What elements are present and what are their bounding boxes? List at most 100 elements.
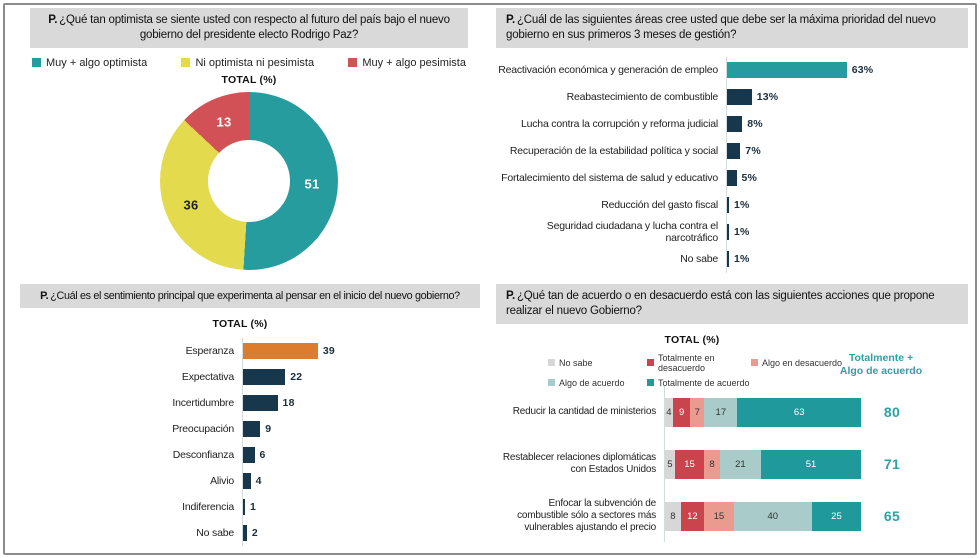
donut-value-neutral: 36 xyxy=(183,197,199,213)
legend-label: Ni optimista ni pesimista xyxy=(195,56,315,69)
stacked-row-label: Reducir la cantidad de ministerios xyxy=(512,406,656,417)
bar-value: 4 xyxy=(255,475,262,488)
bar-row: Reabastecimiento de combustible 13% xyxy=(496,83,968,111)
stacked-bar: 8 12 15 40 25 xyxy=(665,501,861,531)
donut-chart: 51 36 13 xyxy=(160,91,338,270)
bar-label: Alivio xyxy=(210,475,234,487)
stacked-row: Enfocar la subvención de combustible sól… xyxy=(496,490,968,542)
bar-value: 1% xyxy=(734,253,750,266)
total-label: TOTAL (%) xyxy=(212,318,268,331)
bar-area: 8% xyxy=(726,110,968,138)
bar xyxy=(727,224,729,241)
bar-value: 9 xyxy=(265,423,272,436)
sentiment-bar-chart: Esperanza 39 Expectativa 22 Incertidumbre 18 P… xyxy=(14,338,486,547)
legend-swatch-icon xyxy=(548,379,555,387)
legend-item: Ni optimista ni pesimista xyxy=(181,57,314,69)
bar-row: Recuperación de la estabilidad política … xyxy=(496,137,968,165)
bar-label: No sabe xyxy=(680,253,718,266)
bar-label: Indiferencia xyxy=(182,501,234,513)
bar-row: Reactivación económica y generación de e… xyxy=(496,56,968,84)
bar-row: No sabe 1% xyxy=(496,245,968,273)
stacked-segment: 51 xyxy=(761,449,861,479)
panel-optimism: P. ¿Qué tan optimista se siente usted con… xyxy=(18,8,480,280)
bar-label: Reactivación económica y generación de e… xyxy=(498,64,718,77)
bar-label: Incertidumbre xyxy=(172,397,234,409)
bar-label: No sabe xyxy=(196,527,234,539)
stacked-segment: 15 xyxy=(704,501,734,531)
bar-row: Alivio 4 xyxy=(14,468,486,495)
priorities-bar-chart: Reactivación económica y generación de e… xyxy=(496,56,968,273)
stacked-legend: No sabe Totalmente en desacuerdo Algo en d… xyxy=(548,353,968,388)
bar-label: Esperanza xyxy=(185,345,235,357)
question-prefix: P. xyxy=(40,290,49,302)
stacked-segment: 7 xyxy=(690,397,705,427)
stacked-bar-area: 8 12 15 40 25 xyxy=(664,490,862,542)
legend-label: Muy + algo optimista xyxy=(46,56,148,69)
stacked-bar-chart: Reducir la cantidad de ministerios 4 9 7 17 6… xyxy=(496,386,968,542)
total-label: TOTAL (%) xyxy=(664,333,720,346)
legend-label: No sabe xyxy=(559,357,593,368)
question-prefix: P. xyxy=(506,14,515,26)
bar xyxy=(243,499,245,516)
bar xyxy=(727,170,737,187)
bar-row: Preocupación 9 xyxy=(14,416,486,443)
stacked-segment: 12 xyxy=(680,501,705,531)
bar-row: Desconfianza 6 xyxy=(14,442,486,469)
bar-value: 1 xyxy=(250,501,257,514)
panel-priorities: P. ¿Cuál de las siguientes áreas cree ust… xyxy=(496,8,968,280)
bar-area: 9 xyxy=(242,416,486,443)
legend-item: Totalmente en desacuerdo xyxy=(647,353,751,373)
stacked-segment: 8 xyxy=(704,449,720,479)
bar-value: 13% xyxy=(756,91,779,104)
bar-label: Desconfianza xyxy=(172,449,234,461)
stacked-bar-area: 5 15 8 21 51 xyxy=(664,438,862,490)
bar-row: Esperanza 39 xyxy=(14,338,486,365)
bar-area: 1% xyxy=(726,191,968,219)
bar xyxy=(243,395,278,412)
question-prefix: P. xyxy=(506,290,515,302)
bar xyxy=(727,116,743,133)
bar xyxy=(243,369,286,386)
bar-area: 63% xyxy=(726,56,968,84)
bar-value: 1% xyxy=(734,199,750,212)
bar-label: Recuperación de la estabilidad política … xyxy=(509,145,718,158)
bar-value: 6 xyxy=(259,449,266,462)
bar xyxy=(727,143,741,160)
bar-value: 1% xyxy=(734,226,750,239)
bar-row: Reducción del gasto fiscal 1% xyxy=(496,191,968,219)
bar-area: 6 xyxy=(242,442,486,469)
bar-label: Expectativa xyxy=(181,371,234,383)
legend-swatch-icon xyxy=(181,58,191,68)
bar-label: Lucha contra la corrupción y reforma jud… xyxy=(520,118,718,131)
legend-item: Algo en desacuerdo xyxy=(751,353,968,373)
question-text: ¿Cuál de las siguientes áreas cree usted… xyxy=(506,14,936,41)
bar-value: 39 xyxy=(322,345,335,358)
stacked-segment: 8 xyxy=(665,501,681,531)
bar-value: 63% xyxy=(851,64,874,77)
legend-swatch-icon xyxy=(647,359,654,367)
stacked-segment: 5 xyxy=(665,449,675,479)
bar xyxy=(243,447,255,464)
bar-area: 5% xyxy=(726,164,968,192)
panel-sentiment: P. ¿Cuál es el sentimiento principal que … xyxy=(14,284,486,550)
stacked-bar: 5 15 8 21 51 xyxy=(665,449,861,479)
donut-legend: Muy + algo optimista Ni optimista ni pesi… xyxy=(32,57,466,69)
bar-area: 18 xyxy=(242,390,486,417)
legend-swatch-icon xyxy=(348,58,358,68)
bar-value: 2 xyxy=(251,527,258,540)
stacked-row-label: Enfocar la subvención de combustible sól… xyxy=(517,498,656,533)
bar xyxy=(727,62,847,79)
legend-label: Algo en desacuerdo xyxy=(762,357,843,368)
bar-area: 22 xyxy=(242,364,486,391)
stacked-bar-area: 4 9 7 17 63 xyxy=(664,386,862,438)
bar-label: Preocupación xyxy=(172,423,234,435)
question-box-priorities: P. ¿Cuál de las siguientes áreas cree ust… xyxy=(496,8,968,48)
bar-value: 22 xyxy=(290,371,303,384)
bar-row: Indiferencia 1 xyxy=(14,494,486,521)
outer-border xyxy=(3,3,977,555)
question-box-sentiment: P. ¿Cuál es el sentimiento principal que … xyxy=(20,284,480,309)
legend-item: Muy + algo optimista xyxy=(32,57,147,69)
legend-label: Algo de acuerdo xyxy=(559,377,625,388)
stacked-total: 80 xyxy=(883,404,901,420)
bar-row: Lucha contra la corrupción y reforma jud… xyxy=(496,110,968,138)
